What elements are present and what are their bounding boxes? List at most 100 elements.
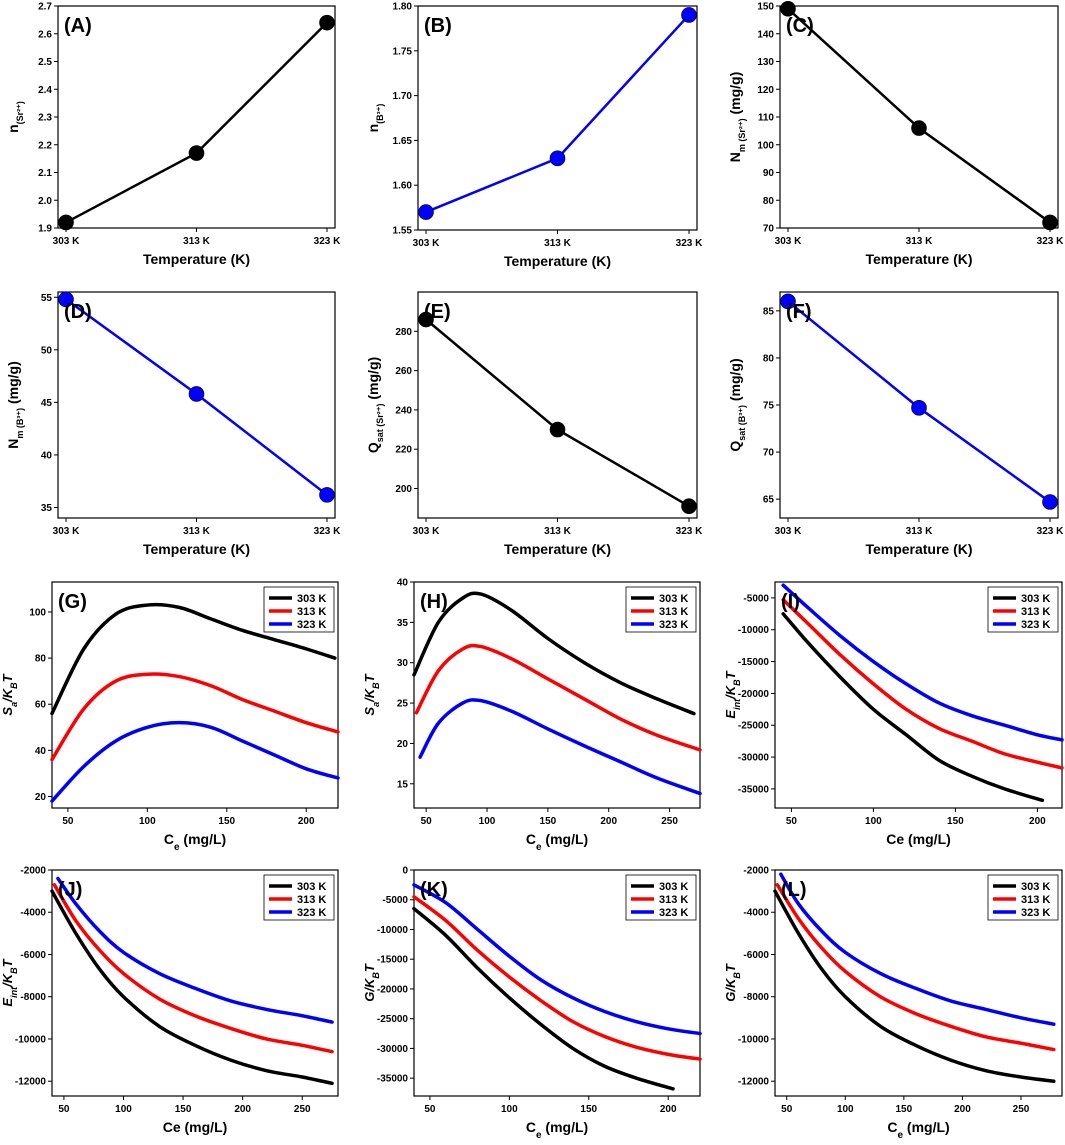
- y-tick-label: 100: [757, 140, 774, 151]
- x-axis-label-sub: e: [897, 1130, 903, 1141]
- y-axis-label-main: n: [5, 124, 21, 133]
- y-axis-label-unit: (mg/g): [365, 357, 381, 404]
- x-tick-label: 250: [294, 1104, 311, 1115]
- y-axis-label-end: T: [362, 963, 377, 972]
- x-tick-label: 50: [58, 1104, 70, 1115]
- x-tick-label: 100: [139, 816, 156, 827]
- panel-f: 65 70 75 80 85 303 K 313 K 323 K Temperature (K)…: [727, 291, 1064, 557]
- y-tick-label: -10000: [738, 625, 770, 636]
- x-axis-label-rest: (mg/L): [903, 1119, 950, 1135]
- data-point: [188, 145, 205, 161]
- y-tick-label: -5000: [743, 593, 769, 604]
- data-point: [911, 120, 927, 136]
- y-axis-label: n(Sr²⁺): [5, 101, 25, 133]
- y-tick-label: 90: [763, 168, 775, 179]
- panel-label: (K): [420, 879, 448, 901]
- y-tick-label: 120: [757, 85, 774, 96]
- y-tick-label: 260: [395, 366, 412, 377]
- y-tick-label: 15: [397, 779, 409, 790]
- series-line-323k: [779, 872, 1056, 1026]
- y-tick-label: 2.4: [38, 85, 52, 96]
- plot-frame: [57, 5, 336, 229]
- y-axis-label-main: S: [362, 707, 377, 716]
- x-tick-label: 50: [786, 816, 798, 827]
- data-point: [780, 293, 796, 310]
- y-tick-label: -10000: [738, 1034, 770, 1045]
- y-axis-label-sub: sat (Sr²⁺): [375, 404, 385, 443]
- legend-label: 323 K: [1021, 619, 1050, 631]
- y-tick-label: 2.5: [38, 57, 52, 68]
- y-tick-label: 80: [763, 353, 775, 364]
- y-tick-label: 55: [41, 293, 53, 304]
- data-point: [58, 214, 74, 231]
- panel-i: -35000 -30000 -25000 -20000 -15000 -10000 -500…: [723, 581, 1064, 847]
- y-tick-label: 20: [397, 739, 409, 750]
- plot-frame: [417, 291, 698, 519]
- y-axis-label-unit: (mg/g): [727, 72, 743, 119]
- series-line: [425, 318, 690, 508]
- y-axis-label-main: E: [723, 710, 738, 719]
- y-tick-label: 2.2: [38, 140, 52, 151]
- x-axis-label: Ce (mg/L): [887, 1119, 949, 1141]
- x-axis-label-rest: (mg/L): [542, 831, 589, 847]
- panel-g: 20 40 60 80 100 50 100 150 200 Ce (mg/L) Sa/KBT 303…: [0, 581, 340, 853]
- y-tick-label: -2000: [20, 866, 46, 877]
- data-point: [780, 0, 796, 17]
- x-tick-label: 200: [298, 816, 315, 827]
- x-axis-label: Ce (mg/L): [164, 831, 226, 853]
- panel-a: 1.9 2.0 2.1 2.2 2.3 2.4 2.5 2.6 2.7 303 K 313 K 323…: [5, 2, 341, 268]
- series-line: [65, 21, 328, 224]
- data-point: [1042, 494, 1058, 510]
- y-tick-label: -20000: [377, 984, 409, 995]
- y-axis-label-mid: /K: [0, 687, 15, 703]
- y-axis-label-end: T: [0, 958, 15, 967]
- panel-label: (G): [58, 591, 87, 613]
- series-line-313k: [775, 883, 1056, 1052]
- y-axis-label: Sa/KBT: [362, 673, 381, 715]
- panel-label: (B): [424, 15, 452, 37]
- y-axis-label-mid: /K: [0, 972, 15, 988]
- x-tick-label: 323 K: [1037, 526, 1064, 537]
- data-point: [1042, 214, 1058, 231]
- series-line-313k: [52, 883, 334, 1054]
- plot-frame: [413, 869, 701, 1097]
- x-axis-label-rest: (mg/L): [180, 831, 227, 847]
- x-tick-label: 313 K: [906, 526, 933, 537]
- y-tick-label: 2.6: [38, 29, 52, 40]
- y-tick-label: 40: [397, 578, 409, 589]
- data-point: [681, 7, 697, 23]
- plot-frame: [51, 869, 339, 1097]
- x-axis-label-main: C: [526, 1119, 536, 1135]
- x-tick-label: 200: [1029, 816, 1046, 827]
- panel-b: 1.55 1.60 1.65 1.70 1.75 1.80 303 K 313 K 323 K T…: [365, 2, 703, 270]
- x-axis-label: Temperature (K): [143, 541, 250, 557]
- y-axis-label-sub: int: [732, 698, 742, 710]
- y-axis-label-sub: sat (B³⁺): [737, 405, 747, 441]
- y-axis-label: Eint/KBT: [723, 670, 742, 718]
- panel-label: (F): [786, 301, 812, 323]
- y-axis-label-main: N: [5, 439, 21, 449]
- legend-label: 313 K: [659, 606, 688, 618]
- y-tick-label: 1.70: [393, 91, 413, 102]
- panel-l: -12000 -10000 -8000 -6000 -4000 -2000 50 100 150…: [723, 866, 1063, 1141]
- x-tick-label: 303 K: [53, 526, 80, 537]
- y-tick-label: 110: [758, 113, 775, 124]
- legend-label: 323 K: [659, 907, 688, 919]
- panel-label: (D): [64, 301, 92, 323]
- y-axis-label-sub: m (Sr²⁺): [737, 118, 747, 152]
- y-axis-label-end: T: [723, 670, 738, 679]
- series-line-313k: [414, 643, 702, 752]
- y-tick-label: 130: [757, 57, 774, 68]
- legend-label: 313 K: [1021, 894, 1050, 906]
- series-line-323k: [56, 876, 334, 1024]
- data-point: [58, 291, 74, 308]
- y-tick-label: -4000: [20, 908, 46, 919]
- legend-label: 313 K: [297, 894, 326, 906]
- x-tick-label: 100: [501, 1104, 518, 1115]
- x-tick-label: 303 K: [413, 526, 440, 537]
- legend-label: 323 K: [297, 619, 326, 631]
- y-tick-label: 20: [35, 792, 47, 803]
- series-line-323k: [50, 720, 340, 803]
- x-tick-label: 100: [865, 816, 882, 827]
